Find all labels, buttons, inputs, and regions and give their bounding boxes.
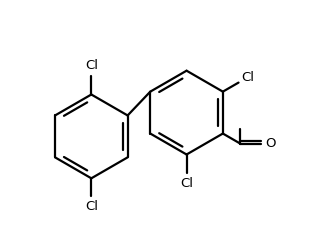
Text: Cl: Cl <box>180 177 193 189</box>
Text: Cl: Cl <box>85 200 98 213</box>
Text: O: O <box>265 137 276 150</box>
Text: Cl: Cl <box>241 71 254 84</box>
Text: Cl: Cl <box>85 60 98 72</box>
